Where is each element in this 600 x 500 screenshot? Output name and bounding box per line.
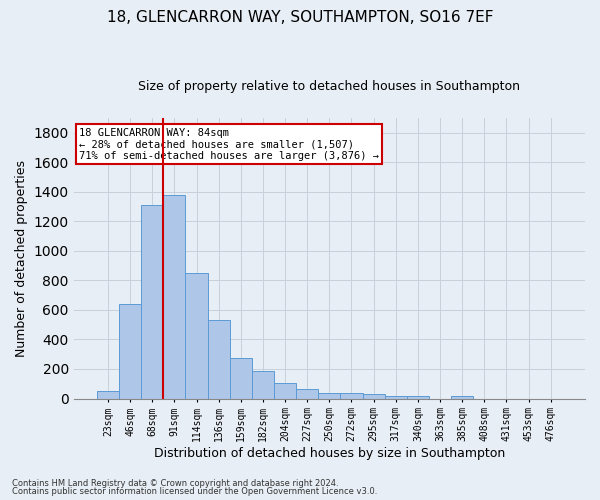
Bar <box>318 393 340 398</box>
Bar <box>296 389 318 398</box>
Y-axis label: Number of detached properties: Number of detached properties <box>15 160 28 356</box>
Text: 18 GLENCARRON WAY: 84sqm
← 28% of detached houses are smaller (1,507)
71% of sem: 18 GLENCARRON WAY: 84sqm ← 28% of detach… <box>79 128 379 161</box>
Bar <box>185 273 208 398</box>
Bar <box>340 393 362 398</box>
Bar <box>451 396 473 398</box>
Bar <box>362 394 385 398</box>
Bar <box>119 304 141 398</box>
Bar <box>163 194 185 398</box>
Text: Contains public sector information licensed under the Open Government Licence v3: Contains public sector information licen… <box>12 487 377 496</box>
X-axis label: Distribution of detached houses by size in Southampton: Distribution of detached houses by size … <box>154 447 505 460</box>
Bar <box>208 320 230 398</box>
Bar <box>252 371 274 398</box>
Bar <box>141 205 163 398</box>
Text: 18, GLENCARRON WAY, SOUTHAMPTON, SO16 7EF: 18, GLENCARRON WAY, SOUTHAMPTON, SO16 7E… <box>107 10 493 25</box>
Bar <box>407 396 429 398</box>
Bar <box>97 391 119 398</box>
Bar <box>230 358 252 399</box>
Title: Size of property relative to detached houses in Southampton: Size of property relative to detached ho… <box>139 80 520 93</box>
Bar <box>274 383 296 398</box>
Bar <box>385 396 407 398</box>
Text: Contains HM Land Registry data © Crown copyright and database right 2024.: Contains HM Land Registry data © Crown c… <box>12 478 338 488</box>
